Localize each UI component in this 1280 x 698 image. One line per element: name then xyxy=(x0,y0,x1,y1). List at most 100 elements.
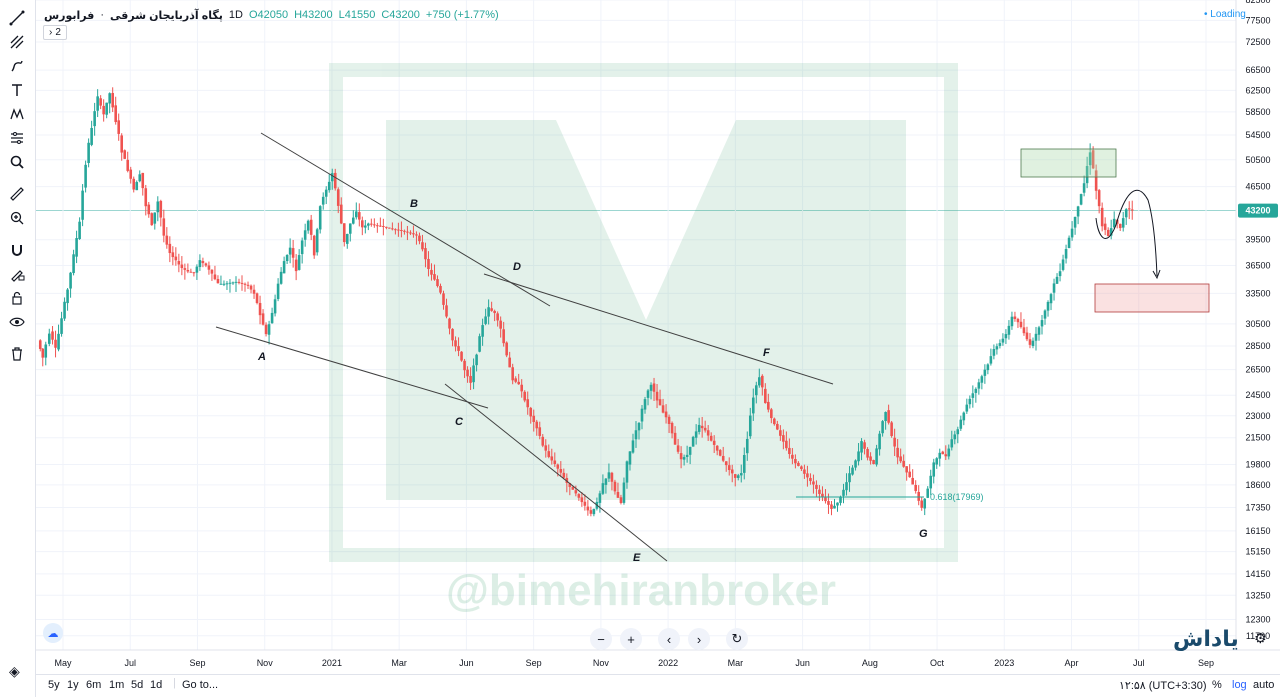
candle-body xyxy=(619,497,623,503)
price-tick-label: 30500 xyxy=(1245,319,1270,329)
candle-body xyxy=(291,248,295,258)
candle-body xyxy=(379,225,382,227)
lock-icon[interactable] xyxy=(6,288,28,308)
candle-body xyxy=(824,497,827,502)
range-5y[interactable]: 5y xyxy=(48,679,60,691)
prediction-icon[interactable] xyxy=(6,128,28,148)
range-5d[interactable]: 5d xyxy=(131,679,144,691)
scroll-left-button[interactable]: ‹ xyxy=(658,628,680,650)
candle-body xyxy=(44,344,48,358)
candle-body xyxy=(466,369,469,377)
goto-button[interactable]: Go to... xyxy=(182,679,219,691)
interval-label[interactable]: 1D xyxy=(228,9,243,21)
percent-toggle[interactable]: % xyxy=(1212,679,1222,691)
candle-body xyxy=(508,357,511,368)
price-chart[interactable]: @bimehiranbroker A B C D E F G 0.618(17969) 825… xyxy=(36,0,1280,674)
candle-body xyxy=(622,482,626,503)
range-1y[interactable]: 1y xyxy=(67,679,79,691)
candle-body xyxy=(770,409,773,419)
zoom-out-button[interactable]: − xyxy=(590,628,612,650)
auto-toggle[interactable]: auto xyxy=(1253,679,1275,691)
pitchfork-icon[interactable] xyxy=(6,32,28,52)
range-1d[interactable]: 1d xyxy=(150,679,163,691)
candle-body xyxy=(475,354,478,366)
range-6m[interactable]: 6m xyxy=(86,679,102,691)
candle-body xyxy=(1112,218,1116,228)
candle-body xyxy=(800,466,803,470)
candle-body xyxy=(195,266,199,273)
candle-body xyxy=(923,498,927,509)
candle-body xyxy=(896,447,899,458)
candle-body xyxy=(409,232,412,234)
candle-body xyxy=(339,204,343,224)
candle-body xyxy=(364,225,367,228)
scroll-right-button[interactable]: › xyxy=(688,628,710,650)
candle-body xyxy=(87,142,90,164)
retrace-zone xyxy=(1094,283,1210,313)
trend-drawings: A B C D E F G 0.618(17969) xyxy=(215,132,1210,564)
candle-body xyxy=(935,458,939,465)
log-toggle[interactable]: log xyxy=(1232,679,1247,691)
layers-icon[interactable]: ◈ xyxy=(9,663,20,679)
candle-body xyxy=(264,324,268,335)
candle-body xyxy=(1073,216,1077,228)
settings-gear-icon[interactable]: ⚙ xyxy=(1254,630,1267,646)
legend-separator: · xyxy=(100,9,105,21)
low-value: L41550 xyxy=(338,9,376,21)
trash-icon[interactable] xyxy=(6,344,28,364)
zoom-in-icon[interactable] xyxy=(6,208,28,228)
time-tick-label: Apr xyxy=(1065,658,1079,668)
candle-body xyxy=(478,336,481,352)
candle-body xyxy=(505,342,508,356)
candle-body xyxy=(442,293,445,305)
candle-body xyxy=(523,391,527,401)
range-1m[interactable]: 1m xyxy=(109,679,125,691)
eye-icon[interactable] xyxy=(6,312,28,332)
ruler-icon[interactable] xyxy=(6,184,28,204)
candle-body xyxy=(228,282,232,284)
candle-body xyxy=(803,469,806,474)
price-tick-label: 58500 xyxy=(1245,107,1270,117)
price-tick-label: 54500 xyxy=(1245,130,1270,140)
pattern-icon[interactable] xyxy=(6,104,28,124)
symbol-exchange[interactable]: فرابورس xyxy=(44,9,95,22)
clock-timezone[interactable]: ۱۲:۵۸ (UTC+3:30) xyxy=(1119,680,1207,692)
candle-body xyxy=(863,442,866,449)
magnet-icon[interactable] xyxy=(6,240,28,260)
reset-chart-button[interactable]: ↻ xyxy=(726,628,748,650)
candle-body xyxy=(54,339,57,348)
cloud-sync-icon[interactable]: ☁ xyxy=(43,623,63,643)
trend-line-icon[interactable] xyxy=(6,8,28,28)
candle-body xyxy=(165,235,169,245)
candle-body xyxy=(926,488,930,498)
candle-body xyxy=(908,471,911,478)
indicators-collapse-button[interactable]: › 2 xyxy=(43,25,67,40)
candle-body xyxy=(273,299,277,314)
candle-body xyxy=(108,93,111,104)
candle-body xyxy=(959,419,963,429)
candle-body xyxy=(1097,190,1101,207)
indicator-count: 2 xyxy=(55,27,61,38)
candle-body xyxy=(520,384,524,392)
candle-body xyxy=(989,356,993,364)
candle-body xyxy=(941,451,945,455)
candle-body xyxy=(177,261,181,265)
candle-body xyxy=(144,188,148,207)
candle-body xyxy=(315,229,319,253)
candle-body xyxy=(463,360,466,371)
time-tick-label: Sep xyxy=(1198,658,1214,668)
zoom-in-button[interactable]: + xyxy=(620,628,642,650)
wave-label: G xyxy=(919,528,928,540)
candle-body xyxy=(920,500,924,508)
lock-pencil-icon[interactable] xyxy=(6,264,28,284)
fib-level-label: 0.618(17969) xyxy=(930,492,984,502)
candle-body xyxy=(538,427,542,436)
search-icon[interactable] xyxy=(6,152,28,172)
candle-body xyxy=(168,243,172,254)
text-tool-icon[interactable] xyxy=(6,80,28,100)
brush-icon[interactable] xyxy=(6,56,28,76)
price-tick-label: 13250 xyxy=(1245,590,1270,600)
candle-body xyxy=(980,376,984,383)
symbol-name[interactable]: پگاه آذربایجان شرقی xyxy=(110,9,223,22)
candle-body xyxy=(1106,229,1110,237)
